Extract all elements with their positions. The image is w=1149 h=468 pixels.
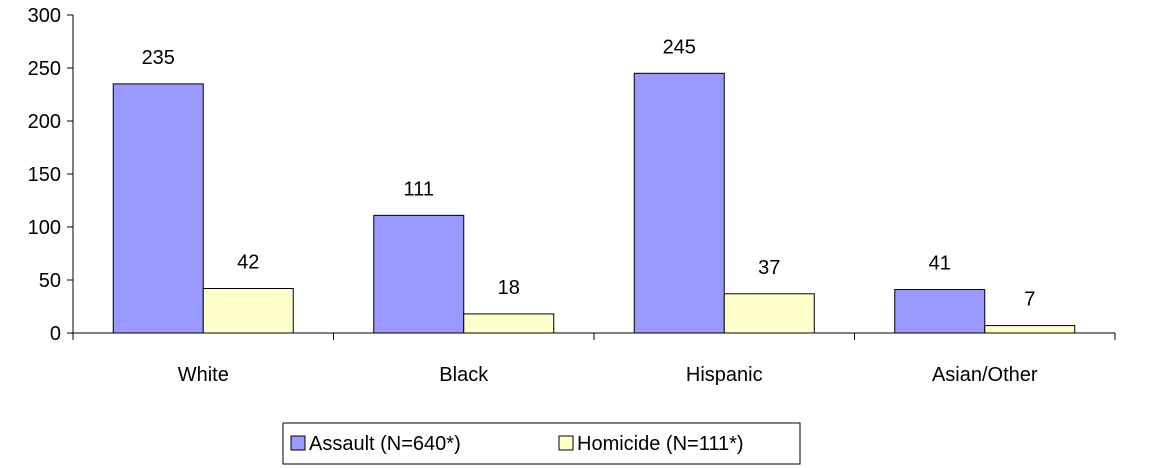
y-tick-label: 300 <box>28 5 61 27</box>
data-label: 235 <box>142 47 175 69</box>
data-label: 37 <box>758 257 780 279</box>
legend-label-homicide: Homicide (N=111*) <box>577 433 744 455</box>
legend-swatch-homicide <box>558 435 574 451</box>
data-label: 41 <box>929 253 951 275</box>
y-tick-label: 250 <box>28 58 61 80</box>
category-label: White <box>178 364 229 386</box>
bar-homicide-black <box>463 313 555 334</box>
data-label: 18 <box>498 277 520 299</box>
bar-homicide-white <box>202 287 294 334</box>
bar-homicide-asian-other <box>984 325 1076 334</box>
labels: 0 50 100 150 200 250 300 235 42 White 111 18 Black 24… <box>28 5 1038 386</box>
bar-assault-white <box>112 83 204 334</box>
y-tick-label: 0 <box>50 323 61 345</box>
y-tick-label: 150 <box>28 164 61 186</box>
y-tick-label: 50 <box>39 270 61 292</box>
legend: Assault (N=640*) Homicide (N=111*) <box>282 422 801 465</box>
data-label: 7 <box>1024 289 1035 311</box>
bar-assault-asian-other <box>894 289 986 334</box>
bars <box>112 72 1076 334</box>
legend-label-assault: Assault (N=640*) <box>309 433 461 455</box>
bar-assault-black <box>373 214 465 334</box>
category-label: Black <box>439 364 489 386</box>
bar-assault-hispanic <box>633 72 725 334</box>
legend-swatch-assault <box>290 435 306 451</box>
legend-box <box>282 422 801 465</box>
data-label: 111 <box>404 178 434 200</box>
category-label: Hispanic <box>686 364 763 386</box>
data-label: 245 <box>663 36 696 58</box>
data-label: 42 <box>237 251 259 273</box>
y-tick-label: 100 <box>28 217 61 239</box>
category-label: Asian/Other <box>932 364 1038 386</box>
y-tick-label: 200 <box>28 111 61 133</box>
bar-homicide-hispanic <box>723 293 815 334</box>
